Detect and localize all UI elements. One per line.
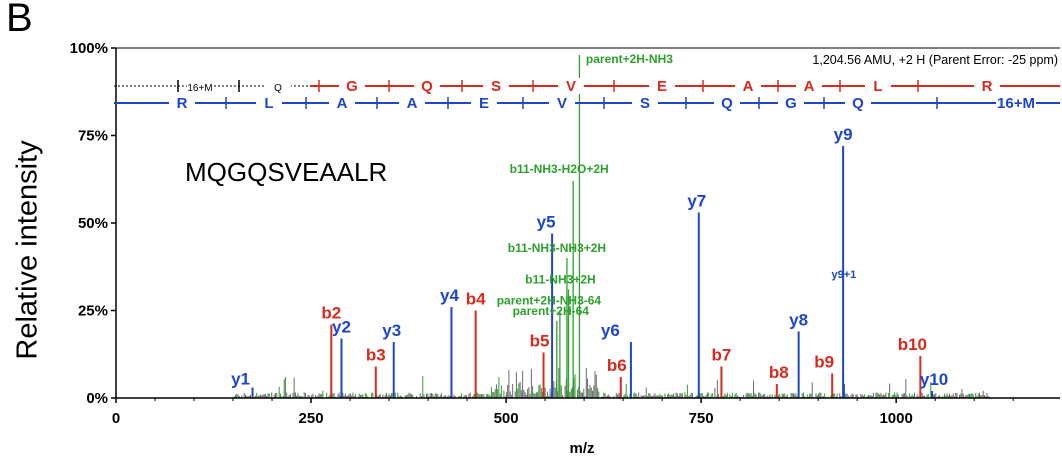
- peak-label: y3: [382, 321, 401, 340]
- y-ladder-gap: [714, 95, 740, 111]
- b-ladder-gap: [974, 78, 1000, 94]
- b-ladder-residue: Q: [274, 83, 282, 94]
- y-ladder-residue: 16+M: [997, 95, 1035, 112]
- y-ladder-residue: A: [407, 95, 418, 112]
- peak-label: b2: [321, 304, 341, 323]
- y-ladder-gap: [778, 95, 804, 111]
- y-ladder-residue: E: [479, 95, 489, 112]
- y-tick-label: 75%: [78, 128, 108, 145]
- y-tick-label: 0%: [86, 390, 108, 407]
- b-ladder-gap: [187, 78, 213, 94]
- b-ladder-residue: S: [491, 78, 501, 95]
- b-ladder-residue: A: [743, 78, 754, 95]
- b-ladder-residue: L: [873, 78, 882, 95]
- peak-label: b6: [607, 356, 627, 375]
- panel-label: B: [6, 0, 33, 40]
- fragment-ladders: 16+M Q G Q S V E A A L R R L A A E V S Q G Q 16+M: [114, 78, 1060, 112]
- y-ladder-residue: S: [640, 95, 650, 112]
- y-ladder-residue: L: [264, 95, 273, 112]
- b-ladder-residue: E: [657, 78, 667, 95]
- peak-label: y2: [332, 318, 351, 337]
- y-ladder-gap: [471, 95, 497, 111]
- x-axis-label: m/z: [569, 440, 595, 457]
- y-tick-label: 50%: [78, 215, 108, 232]
- b-ladder-gap: [796, 78, 822, 94]
- peak-label: b11-NH3+2H: [525, 273, 595, 287]
- y-ladder-residue: R: [177, 95, 188, 112]
- peak-label: parent+2H-NH3: [586, 52, 673, 66]
- y-ladder-gap: [399, 95, 425, 111]
- peak-label: b10: [898, 335, 927, 354]
- peak-label: y5: [537, 213, 556, 232]
- peak-label: parent+2H-64: [513, 304, 590, 318]
- peak-label: b8: [769, 363, 789, 382]
- y-tick-label: 25%: [78, 303, 108, 320]
- b-ladder-gap: [483, 78, 509, 94]
- b-ladder-gap: [558, 78, 584, 94]
- parent-info: 1,204.56 AMU, +2 H (Parent Error: -25 pp…: [812, 53, 1058, 67]
- peak-label: b5: [530, 332, 550, 351]
- b-ladder-residue: G: [346, 78, 358, 95]
- y-ladder-gap: [632, 95, 658, 111]
- y-ladder-gap: [996, 95, 1036, 111]
- b-ladder-residue: R: [982, 78, 993, 95]
- y-ladder-residue: G: [785, 95, 797, 112]
- y-ladder-gap: [329, 95, 355, 111]
- b-ladder-residue: 16+M: [187, 83, 212, 94]
- peak-label: y4: [440, 286, 459, 305]
- y-ladder-gap: [845, 95, 871, 111]
- peptide-sequence: MQGQSVEAALR: [185, 157, 387, 187]
- b-ladder-gap: [265, 78, 291, 94]
- b-ladder-residue: Q: [421, 78, 433, 95]
- peak-label: b3: [366, 346, 386, 365]
- x-tick-label: 1000: [879, 410, 912, 427]
- x-tick-label: 250: [299, 410, 324, 427]
- y-ladder-residue: Q: [721, 95, 733, 112]
- b-ladder-residue: A: [804, 78, 815, 95]
- x-tick-label: 0: [112, 410, 120, 427]
- peak-label: y9: [834, 125, 853, 144]
- b-ladder-gap: [339, 78, 365, 94]
- peak-label: b11-NH3-H2O+2H: [510, 162, 609, 176]
- peak-label: b9: [814, 353, 834, 372]
- x-tick-label: 500: [494, 410, 519, 427]
- y-ladder-residue: Q: [852, 95, 864, 112]
- y-ladder-residue: A: [337, 95, 348, 112]
- peak-label: y9+1: [832, 269, 857, 281]
- peak-label: b4: [466, 290, 486, 309]
- y-ladder-residue: V: [557, 95, 567, 112]
- peak-label: y10: [920, 370, 948, 389]
- peak-label: b11-NH3-NH3+2H: [508, 241, 606, 255]
- peak-label: parent+2H-NH3-64: [497, 294, 602, 308]
- peak-label: y6: [601, 321, 620, 340]
- y-ladder-gap: [256, 95, 282, 111]
- peak-label: y7: [687, 192, 706, 211]
- b-ladder-gap: [414, 78, 440, 94]
- y-ladder-gap: [549, 95, 575, 111]
- b-ladder-gap: [735, 78, 761, 94]
- y-ladder-gap: [169, 95, 195, 111]
- peak-label: y8: [789, 311, 808, 330]
- b-ladder-gap: [649, 78, 675, 94]
- axes: 0% 25% 50% 75% 100% 0 250 500 750 1000: [70, 40, 1060, 427]
- b-ladder-residue: V: [566, 78, 576, 95]
- y-tick-label: 100%: [70, 40, 108, 57]
- b-ladder-gap: [865, 78, 891, 94]
- peak-label: b7: [711, 346, 731, 365]
- x-tick-label: 750: [689, 410, 714, 427]
- peak-label: y1: [231, 370, 250, 389]
